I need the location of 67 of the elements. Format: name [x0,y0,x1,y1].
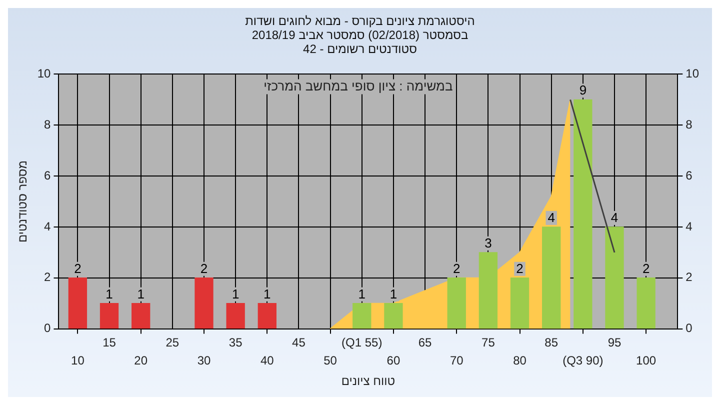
x-tick-label: 10 [71,354,85,368]
y-tick-label: 2 [44,270,52,284]
x-tick-label: 20 [134,354,148,368]
data-label: 1 [137,286,144,302]
data-label: 1 [106,286,113,302]
x2-tick-label: 85 [544,335,558,350]
data-label: 2 [200,260,208,276]
chart-subtitle: בסמסטר (02/2018) סמסטר אביב 2018/19 [250,28,470,42]
x2-tick-label: 35 [228,335,243,350]
data-label: 1 [232,286,240,302]
bar [100,303,119,329]
y2-tick-label: 8 [686,117,693,132]
y-axis-title: מספר סטודנטים [16,160,30,243]
data-label: 9 [579,82,587,98]
data-label: 1 [264,286,271,302]
data-label: 2 [642,260,650,276]
bar [352,303,372,329]
y-tick-label: 4 [44,219,52,234]
bar [478,252,498,329]
x2-tick-label: 95 [608,335,622,350]
data-label: 2 [516,260,524,276]
y2-tick-label: 6 [686,168,693,182]
x2-tick-label: 15 [102,335,116,350]
x-tick-label: 40 [260,354,274,368]
x-tick-label: 70 [450,354,464,368]
x2-tick-label: 75 [482,335,496,350]
x-axis-title: טווח ציונים [341,374,396,388]
bar [258,303,276,329]
bar [574,99,592,329]
y-tick-label: 6 [44,168,52,182]
x2-tick-label: 65 [418,335,432,350]
y-tick-label: 10 [37,66,52,81]
data-label: 4 [548,210,555,226]
x-tick-label: 60 [386,354,400,368]
chart-title: היסטוגרמת ציונים בקורס - מבוא לחוגים ושדות [244,14,476,28]
y2-tick-label: 4 [686,219,693,234]
bar [384,303,403,329]
data-label: 2 [74,260,82,276]
data-label: 4 [610,210,618,226]
x-tick-label: 80 [513,354,527,368]
bar [132,303,150,329]
data-label: 3 [484,236,492,250]
x-tick-label: 50 [324,354,338,368]
x2-tick-label: 25 [166,335,180,350]
data-label: 1 [390,286,398,302]
bar [447,278,466,329]
y2-tick-label: 0 [686,321,693,336]
x2-tick-label: 45 [292,335,306,350]
y-tick-label: 0 [44,321,52,336]
x2-tick-label: (Q1 55) [342,335,382,350]
bar [226,303,245,329]
bar [636,278,656,329]
x-tick-label: (Q3 90) [562,354,604,368]
bar [510,278,530,329]
y-tick-label: 8 [44,117,52,132]
data-label: 2 [453,260,460,276]
data-label: 1 [358,286,366,302]
y2-tick-label: 10 [686,66,700,81]
bar [542,226,561,329]
annotation: במשימה : ציון סופי במחשב המרכזי [264,78,453,94]
text: סטודנטים רשומים - 42 [302,42,418,56]
bar [605,226,624,329]
x-tick-label: 30 [197,354,211,368]
bar [194,278,214,329]
x-tick-label: 100 [636,354,656,368]
bar [68,278,88,329]
y2-tick-label: 2 [686,270,693,284]
